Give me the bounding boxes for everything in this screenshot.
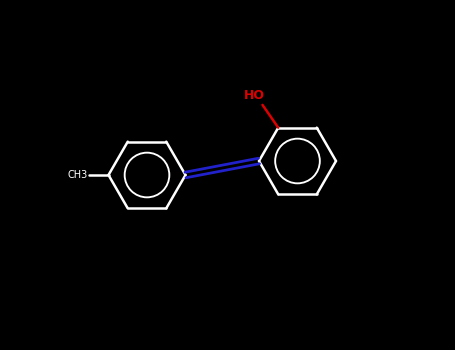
Text: CH3: CH3 [67, 170, 87, 180]
Text: HO: HO [244, 89, 265, 102]
